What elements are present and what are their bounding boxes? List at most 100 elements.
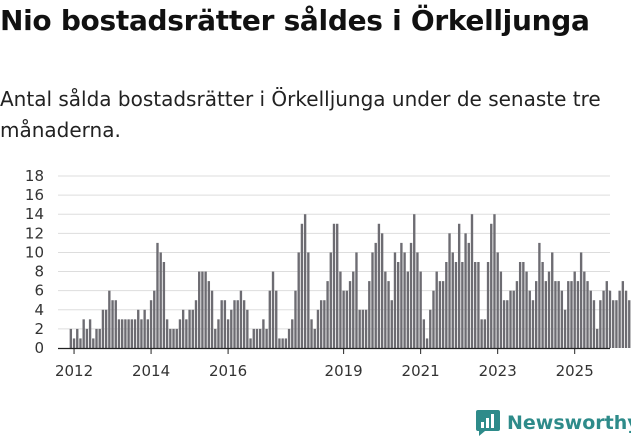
bar (121, 319, 124, 348)
bar (307, 252, 310, 348)
bar (474, 262, 477, 348)
bar (303, 214, 307, 348)
bar (172, 328, 175, 348)
bar (239, 290, 243, 348)
bar (146, 319, 150, 348)
y-tick-label: 14 (25, 205, 44, 223)
bar (217, 319, 220, 348)
bar (140, 319, 143, 348)
bar (262, 319, 265, 348)
bar (380, 233, 384, 348)
bar (544, 281, 547, 348)
bar (419, 271, 422, 348)
bar (169, 328, 172, 348)
bar (499, 271, 503, 348)
bar (618, 290, 621, 348)
bar (291, 319, 294, 348)
x-tick-label: 2021 (402, 362, 440, 380)
bar (165, 319, 169, 348)
bar (554, 281, 557, 348)
bar (377, 223, 381, 348)
bar (287, 328, 291, 348)
bar (297, 252, 300, 348)
bar (137, 309, 140, 348)
bar (403, 252, 406, 348)
bar (406, 271, 409, 348)
bar (483, 319, 487, 348)
bar (538, 242, 541, 348)
bar (76, 328, 79, 348)
bar (108, 290, 111, 348)
y-tick-label: 4 (34, 301, 44, 319)
bar (573, 271, 576, 348)
bar (242, 300, 246, 348)
bar (448, 233, 451, 348)
newsworthy-bar-chart-icon (476, 410, 500, 436)
y-tick-label: 8 (34, 263, 44, 281)
bar (576, 281, 580, 348)
bar (432, 290, 435, 348)
bar (364, 309, 368, 348)
bar (384, 271, 387, 348)
bar (628, 300, 631, 348)
bar (204, 271, 207, 348)
bar (409, 242, 413, 348)
bar (579, 252, 583, 348)
bar (278, 338, 281, 348)
bar (130, 319, 133, 348)
bar (310, 319, 313, 348)
bar (117, 319, 121, 348)
bar (528, 290, 531, 348)
bar (72, 338, 76, 348)
bar (624, 290, 628, 348)
bar (111, 300, 114, 348)
bar (185, 319, 188, 348)
bar (425, 338, 429, 348)
bar (608, 290, 612, 348)
bar (300, 223, 304, 348)
bar (101, 309, 105, 348)
bar (226, 319, 230, 348)
bar (98, 328, 101, 348)
bar (390, 300, 393, 348)
bar (457, 223, 461, 348)
bar (589, 290, 592, 348)
bar (358, 309, 361, 348)
bar (284, 338, 288, 348)
bar (69, 328, 73, 348)
bar (355, 252, 358, 348)
bar (525, 271, 528, 348)
bar (467, 242, 470, 348)
bar (599, 300, 602, 348)
bar (201, 271, 204, 348)
bar (316, 309, 320, 348)
bar (246, 309, 249, 348)
bar (348, 281, 352, 348)
bar (230, 309, 233, 348)
bar (586, 281, 589, 348)
bar (612, 300, 615, 348)
bar (275, 290, 278, 348)
x-tick-label: 2014 (132, 362, 170, 380)
bar (88, 319, 92, 348)
bar (323, 300, 326, 348)
bar (522, 262, 525, 348)
y-tick-label: 0 (34, 339, 44, 357)
bar (85, 328, 89, 348)
bar (535, 281, 538, 348)
bar (502, 300, 506, 348)
bar (79, 338, 82, 348)
bar (435, 271, 438, 348)
brand-name: Newsworthy (507, 412, 631, 434)
bar (104, 309, 108, 348)
bar (531, 300, 535, 348)
y-tick-label: 6 (34, 282, 44, 300)
bar (361, 309, 365, 348)
bar (313, 328, 316, 348)
bar (506, 300, 509, 348)
bar (124, 319, 127, 348)
bar (605, 281, 608, 348)
bar (496, 252, 499, 348)
y-tick-label: 18 (25, 167, 44, 185)
bar (486, 262, 490, 348)
